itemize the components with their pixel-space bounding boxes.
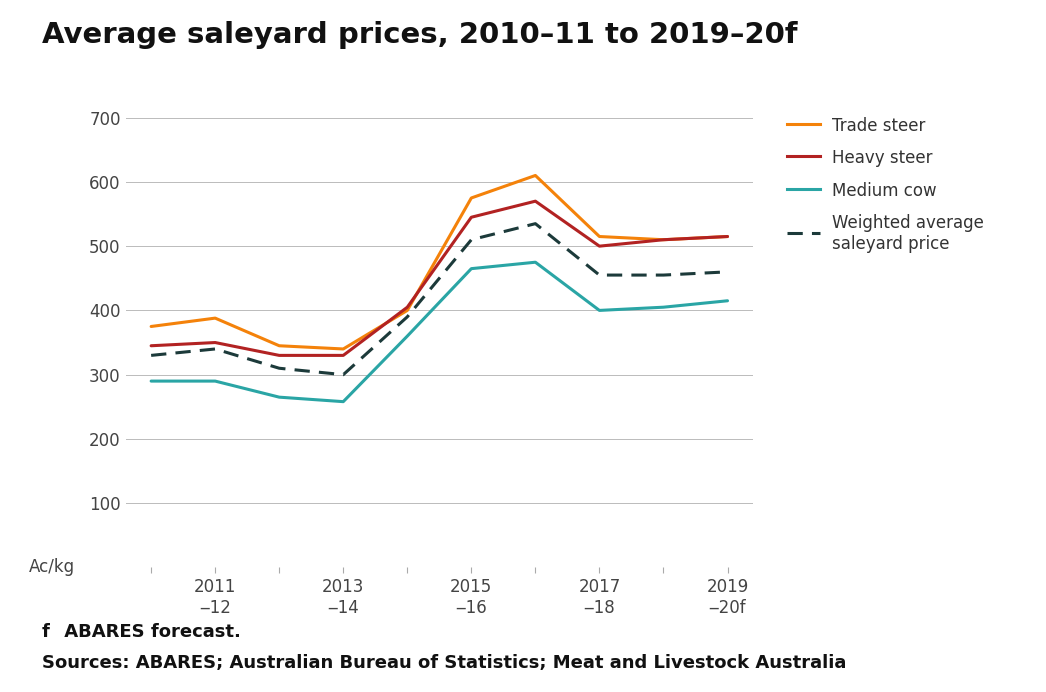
Trade steer (657, 235, 669, 244)
Medium cow (529, 258, 542, 266)
Weighted average
saleyard price (401, 313, 413, 321)
Trade steer (593, 233, 606, 241)
Line: Weighted average
saleyard price: Weighted average saleyard price (151, 224, 728, 374)
Medium cow (144, 377, 157, 385)
Text: Average saleyard prices, 2010–11 to 2019–20f: Average saleyard prices, 2010–11 to 2019… (42, 21, 797, 48)
Trade steer (529, 172, 542, 180)
Weighted average
saleyard price (529, 219, 542, 228)
Text: Ac/kg: Ac/kg (29, 558, 75, 576)
Weighted average
saleyard price (273, 364, 286, 372)
Trade steer (273, 342, 286, 350)
Line: Trade steer: Trade steer (151, 176, 728, 349)
Heavy steer (401, 303, 413, 311)
Medium cow (593, 307, 606, 315)
Heavy steer (144, 342, 157, 350)
Trade steer (722, 233, 734, 241)
Text: f: f (42, 623, 50, 641)
Medium cow (465, 264, 478, 273)
Text: ABARES forecast.: ABARES forecast. (58, 623, 241, 641)
Heavy steer (722, 233, 734, 241)
Trade steer (337, 345, 349, 353)
Medium cow (209, 377, 222, 385)
Heavy steer (593, 242, 606, 251)
Weighted average
saleyard price (722, 268, 734, 276)
Medium cow (401, 332, 413, 340)
Trade steer (209, 314, 222, 322)
Heavy steer (657, 235, 669, 244)
Text: Sources: ABARES; Australian Bureau of Statistics; Meat and Livestock Australia: Sources: ABARES; Australian Bureau of St… (42, 654, 846, 672)
Weighted average
saleyard price (657, 271, 669, 279)
Trade steer (401, 307, 413, 315)
Line: Heavy steer: Heavy steer (151, 201, 728, 356)
Weighted average
saleyard price (144, 352, 157, 360)
Weighted average
saleyard price (465, 235, 478, 244)
Medium cow (273, 393, 286, 401)
Weighted average
saleyard price (337, 370, 349, 379)
Medium cow (722, 297, 734, 305)
Medium cow (337, 397, 349, 406)
Heavy steer (337, 352, 349, 360)
Weighted average
saleyard price (209, 345, 222, 353)
Line: Medium cow: Medium cow (151, 262, 728, 401)
Heavy steer (529, 197, 542, 206)
Medium cow (657, 303, 669, 311)
Legend: Trade steer, Heavy steer, Medium cow, Weighted average
saleyard price: Trade steer, Heavy steer, Medium cow, We… (787, 117, 983, 253)
Heavy steer (209, 338, 222, 347)
Heavy steer (273, 352, 286, 360)
Trade steer (465, 194, 478, 202)
Heavy steer (465, 213, 478, 221)
Weighted average
saleyard price (593, 271, 606, 279)
Trade steer (144, 322, 157, 331)
